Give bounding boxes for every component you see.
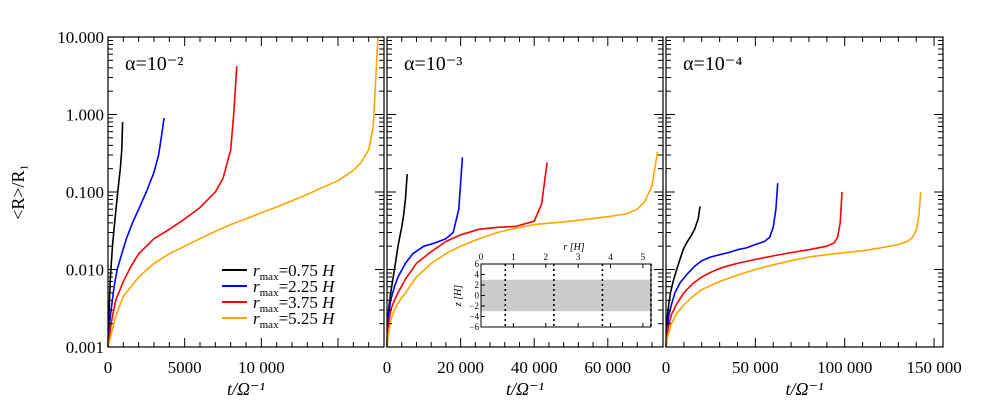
x-tick-label: 0 xyxy=(104,358,113,377)
series-line-3 xyxy=(665,191,843,348)
panel-label: α=10⁻² xyxy=(125,53,183,75)
x-tick-label: 20 000 xyxy=(437,358,484,377)
inset-y-tick-label: −2 xyxy=(469,301,479,311)
series-line-4 xyxy=(386,151,659,348)
panel-label: α=10⁻³ xyxy=(404,53,462,75)
plot-frame xyxy=(107,36,385,348)
x-tick-label: 150 000 xyxy=(906,358,961,377)
inset-y-tick-label: −4 xyxy=(469,312,479,322)
x-tick-label: 60 000 xyxy=(584,358,631,377)
series-line-2 xyxy=(665,183,779,348)
panel-label: α=10⁻⁴ xyxy=(683,53,742,75)
x-tick-label: 10 000 xyxy=(238,358,285,377)
inset-y-tick-label: 2 xyxy=(475,280,480,290)
x-axis-label: t/Ω⁻¹ xyxy=(506,379,544,399)
x-axis-label: t/Ω⁻¹ xyxy=(786,379,824,399)
legend-entry: rmax=3.75 H xyxy=(253,293,336,315)
inset-y-tick-label: 0 xyxy=(475,291,480,301)
inset-x-tick-label: 3 xyxy=(576,252,581,262)
y-axis-label: <R>/R₁ xyxy=(8,164,28,220)
legend-entry: rmax=0.75 H xyxy=(253,261,336,283)
series-line-2 xyxy=(386,157,464,348)
series-line-2 xyxy=(107,117,165,348)
inset-x-tick-label: 1 xyxy=(511,252,516,262)
inset-y-tick-label: 4 xyxy=(475,270,480,280)
x-tick-label: 100 000 xyxy=(817,358,872,377)
inset-x-axis-label: r [H] xyxy=(563,242,585,253)
inset-band xyxy=(481,279,651,312)
inset-y-tick-label: −6 xyxy=(469,322,479,332)
y-tick-label: 10.000 xyxy=(57,28,104,47)
panel-3: 0 50 000 100 000 150 000 t/Ω⁻¹ α=10⁻⁴ xyxy=(662,36,962,399)
inset-x-tick-label: 2 xyxy=(544,252,549,262)
inset-x-tick-label: 5 xyxy=(641,252,646,262)
y-tick-label: 0.001 xyxy=(66,338,104,357)
inset-y-axis-label: z [H] xyxy=(453,285,464,308)
x-tick-label: 0 xyxy=(662,358,671,377)
series-line-4 xyxy=(665,191,922,348)
series-line-3 xyxy=(386,162,548,348)
x-axis-label: t/Ω⁻¹ xyxy=(227,379,265,399)
y-tick-label: 0.010 xyxy=(66,261,104,280)
legend-entry: rmax=5.25 H xyxy=(253,309,336,331)
legend-entry: rmax=2.25 H xyxy=(253,277,336,299)
plot-frame xyxy=(665,36,944,348)
inset-x-tick-label: 4 xyxy=(608,252,613,262)
x-tick-label: 40 000 xyxy=(511,358,558,377)
series-line-3 xyxy=(107,66,238,348)
series-line-1 xyxy=(665,206,701,348)
inset-x-tick-label: 0 xyxy=(479,252,484,262)
series-line-4 xyxy=(107,36,379,348)
x-tick-label: 5000 xyxy=(168,358,202,377)
x-tick-label: 50 000 xyxy=(732,358,779,377)
y-tick-label: 0.100 xyxy=(66,183,104,202)
x-tick-label: 0 xyxy=(383,358,392,377)
y-tick-label: 1.000 xyxy=(66,106,104,125)
inset-y-tick-label: 6 xyxy=(475,259,480,269)
panel-1: 0 5000 10 000 0.001 0.010 0.100 1.000 10.000 <R>… xyxy=(8,28,385,399)
